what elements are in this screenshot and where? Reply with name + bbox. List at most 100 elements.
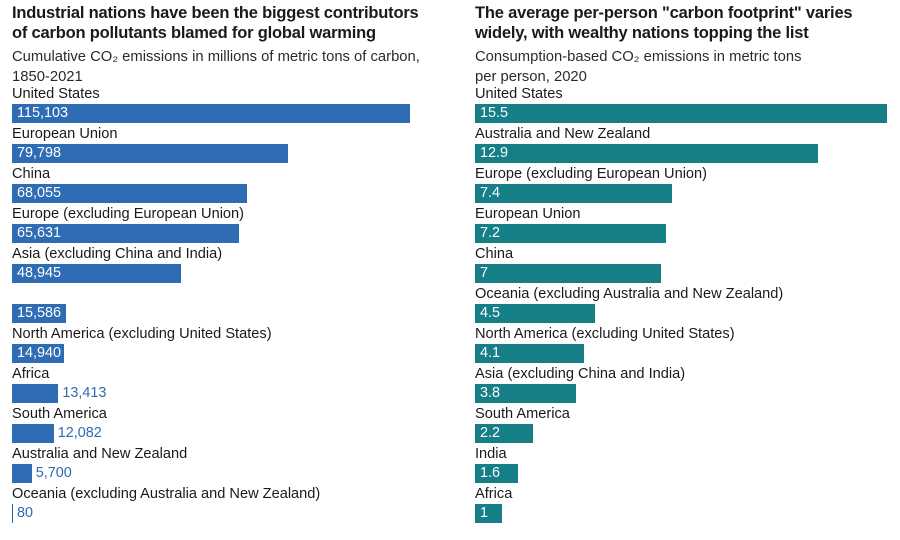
value-label: 79,798 xyxy=(17,145,62,161)
bar: 7 xyxy=(475,264,662,283)
category-label: North America (excluding United States) xyxy=(475,326,735,342)
chart-cumulative-emissions: Industrial nations have been the biggest… xyxy=(12,0,456,540)
value-label: 15.5 xyxy=(480,105,509,121)
bar-rows: United States 15.5 Australia and New Zeala… xyxy=(475,86,895,526)
bar-row: Asia (excluding China and India) 3.8 xyxy=(475,366,895,406)
bar-row: European Union 7.2 xyxy=(475,206,895,246)
value-label: 68,055 xyxy=(17,185,62,201)
bar-line: 15,586 xyxy=(12,304,456,323)
value-label: 4.1 xyxy=(480,345,501,361)
category-label: Africa xyxy=(12,366,50,382)
category-label: South America xyxy=(475,406,570,422)
category-label: Australia and New Zealand xyxy=(475,126,651,142)
bar-row: United States 15.5 xyxy=(475,86,895,126)
bar-line: 2.2 xyxy=(475,424,895,443)
value-label: 3.8 xyxy=(480,385,501,401)
category-label xyxy=(12,286,456,304)
bar: 7.4 xyxy=(475,184,672,203)
bar-line: 68,055 xyxy=(12,184,456,203)
bar-row: Australia and New Zealand 5,700 xyxy=(12,446,456,486)
value-label: 12.9 xyxy=(480,145,509,161)
category-label: Europe (excluding European Union) xyxy=(12,206,245,222)
bar-row: United States 115,103 xyxy=(12,86,456,126)
bar: 14,940 xyxy=(12,344,64,363)
bar xyxy=(12,424,54,443)
bar: 115,103 xyxy=(12,104,410,123)
category-label: Oceania (excluding Australia and New Zea… xyxy=(475,286,784,302)
bar-row: India 1.6 xyxy=(475,446,895,486)
bar-line: 7 xyxy=(475,264,895,283)
bar xyxy=(12,384,59,403)
value-label: 2.2 xyxy=(480,425,501,441)
bar xyxy=(12,504,13,523)
bar-line: 14,940 xyxy=(12,344,456,363)
bar-line: 1.6 xyxy=(475,464,895,483)
bar-line: 4.5 xyxy=(475,304,895,323)
bar-line: 12.9 xyxy=(475,144,895,163)
value-label: 65,631 xyxy=(17,225,62,241)
bar-row: North America (excluding United States) 1… xyxy=(12,326,456,366)
category-label: European Union xyxy=(475,206,581,222)
value-label: 7 xyxy=(480,265,489,281)
bar-line: 15.5 xyxy=(475,104,895,123)
chart-subtitle: Cumulative CO₂ emissions in millions of … xyxy=(12,49,420,85)
value-label: 12,082 xyxy=(57,425,102,441)
bar-line: 5,700 xyxy=(12,464,456,483)
bar: 12.9 xyxy=(475,144,818,163)
bar-line: 79,798 xyxy=(12,144,456,163)
bar: 68,055 xyxy=(12,184,248,203)
chart-title: The average per-person "carbon footprint… xyxy=(475,4,853,42)
category-label: European Union xyxy=(12,126,118,142)
category-label: United States xyxy=(12,86,100,102)
bar-row: Africa 13,413 xyxy=(12,366,456,406)
category-label: North America (excluding United States) xyxy=(12,326,272,342)
bar-line: 7.4 xyxy=(475,184,895,203)
bar-row: European Union 79,798 xyxy=(12,126,456,166)
value-label: 4.5 xyxy=(480,305,501,321)
bar-row: 15,586 xyxy=(12,286,456,326)
value-label: 14,940 xyxy=(17,345,62,361)
value-label: 15,586 xyxy=(17,305,62,321)
value-label: 1.6 xyxy=(480,465,501,481)
bar-row: Europe (excluding European Union) 65,631 xyxy=(12,206,456,246)
value-label: 1 xyxy=(480,505,489,521)
bar-line: 12,082 xyxy=(12,424,456,443)
bar-row: South America 2.2 xyxy=(475,406,895,446)
bar-line: 1 xyxy=(475,504,895,523)
bar: 1.6 xyxy=(475,464,518,483)
bar: 1 xyxy=(475,504,502,523)
chart-subtitle: Consumption-based CO₂ emissions in metri… xyxy=(475,49,802,85)
bar-line: 80 xyxy=(12,504,456,523)
bar-row: Africa 1 xyxy=(475,486,895,526)
chart-title: Industrial nations have been the biggest… xyxy=(12,4,419,42)
category-label: Asia (excluding China and India) xyxy=(475,366,686,382)
bar: 2.2 xyxy=(475,424,534,443)
category-label: India xyxy=(475,446,507,462)
category-label: United States xyxy=(475,86,563,102)
bar: 4.1 xyxy=(475,344,584,363)
bar-line: 13,413 xyxy=(12,384,456,403)
bar-line: 115,103 xyxy=(12,104,456,123)
category-label: China xyxy=(12,166,51,182)
value-label: 80 xyxy=(17,505,34,521)
bar: 3.8 xyxy=(475,384,576,403)
bar-row: Europe (excluding European Union) 7.4 xyxy=(475,166,895,206)
category-label: Oceania (excluding Australia and New Zea… xyxy=(12,486,321,502)
bar: 48,945 xyxy=(12,264,182,283)
bar-line: 65,631 xyxy=(12,224,456,243)
bar-row: Asia (excluding China and India) 48,945 xyxy=(12,246,456,286)
bar-row: China 7 xyxy=(475,246,895,286)
bar-line: 4.1 xyxy=(475,344,895,363)
bar-line: 48,945 xyxy=(12,264,456,283)
category-label: Asia (excluding China and India) xyxy=(12,246,223,262)
bar-rows: United States 115,103 European Union 79,798… xyxy=(12,86,456,526)
bar-row: South America 12,082 xyxy=(12,406,456,446)
category-label: South America xyxy=(12,406,107,422)
category-label: Australia and New Zealand xyxy=(12,446,188,462)
value-label: 7.2 xyxy=(480,225,501,241)
bar: 65,631 xyxy=(12,224,239,243)
bar-line: 7.2 xyxy=(475,224,895,243)
value-label: 115,103 xyxy=(17,105,68,121)
value-label: 7.4 xyxy=(480,185,501,201)
